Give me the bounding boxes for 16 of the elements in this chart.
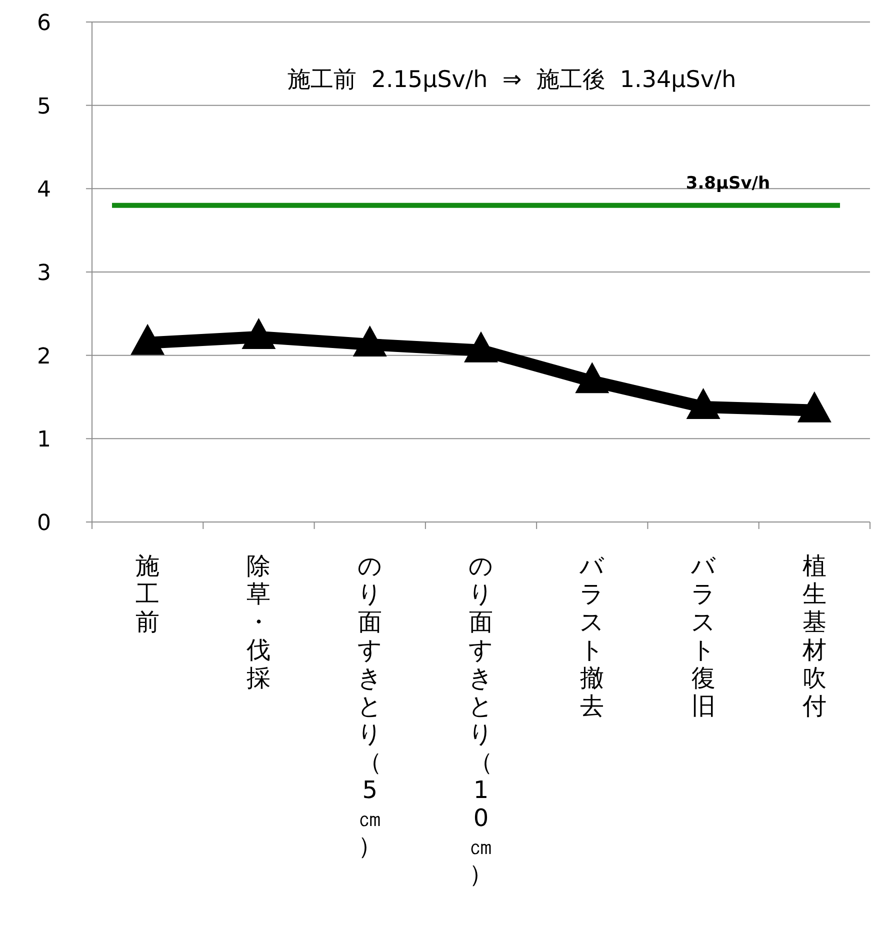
x-tick-label: 植生基材吹付 — [801, 552, 828, 720]
x-tick-label: 施工前 — [134, 552, 161, 636]
y-tick-label: 3 — [37, 261, 51, 286]
ref-line-label: 3.8μSv/h — [686, 173, 770, 194]
y-tick-label: 4 — [37, 178, 51, 203]
y-tick-label: 0 — [37, 511, 51, 536]
x-tick-label: バラスト復旧 — [690, 552, 717, 720]
y-tick-label: 2 — [37, 344, 51, 370]
y-tick-label: 6 — [37, 11, 51, 36]
y-tick-label: 5 — [37, 94, 51, 120]
annotation: 施工前 2.15μSv/h ⇒ 施工後 1.34μSv/h — [288, 67, 736, 93]
x-tick-label: 除草・伐採 — [246, 552, 272, 692]
y-tick-label: 1 — [37, 428, 51, 453]
category-label: のり面すきとり（10㎝） — [468, 552, 494, 888]
category-label: のり面すきとり（5㎝） — [357, 552, 382, 860]
x-tick-label: バラスト撤去 — [578, 552, 606, 720]
